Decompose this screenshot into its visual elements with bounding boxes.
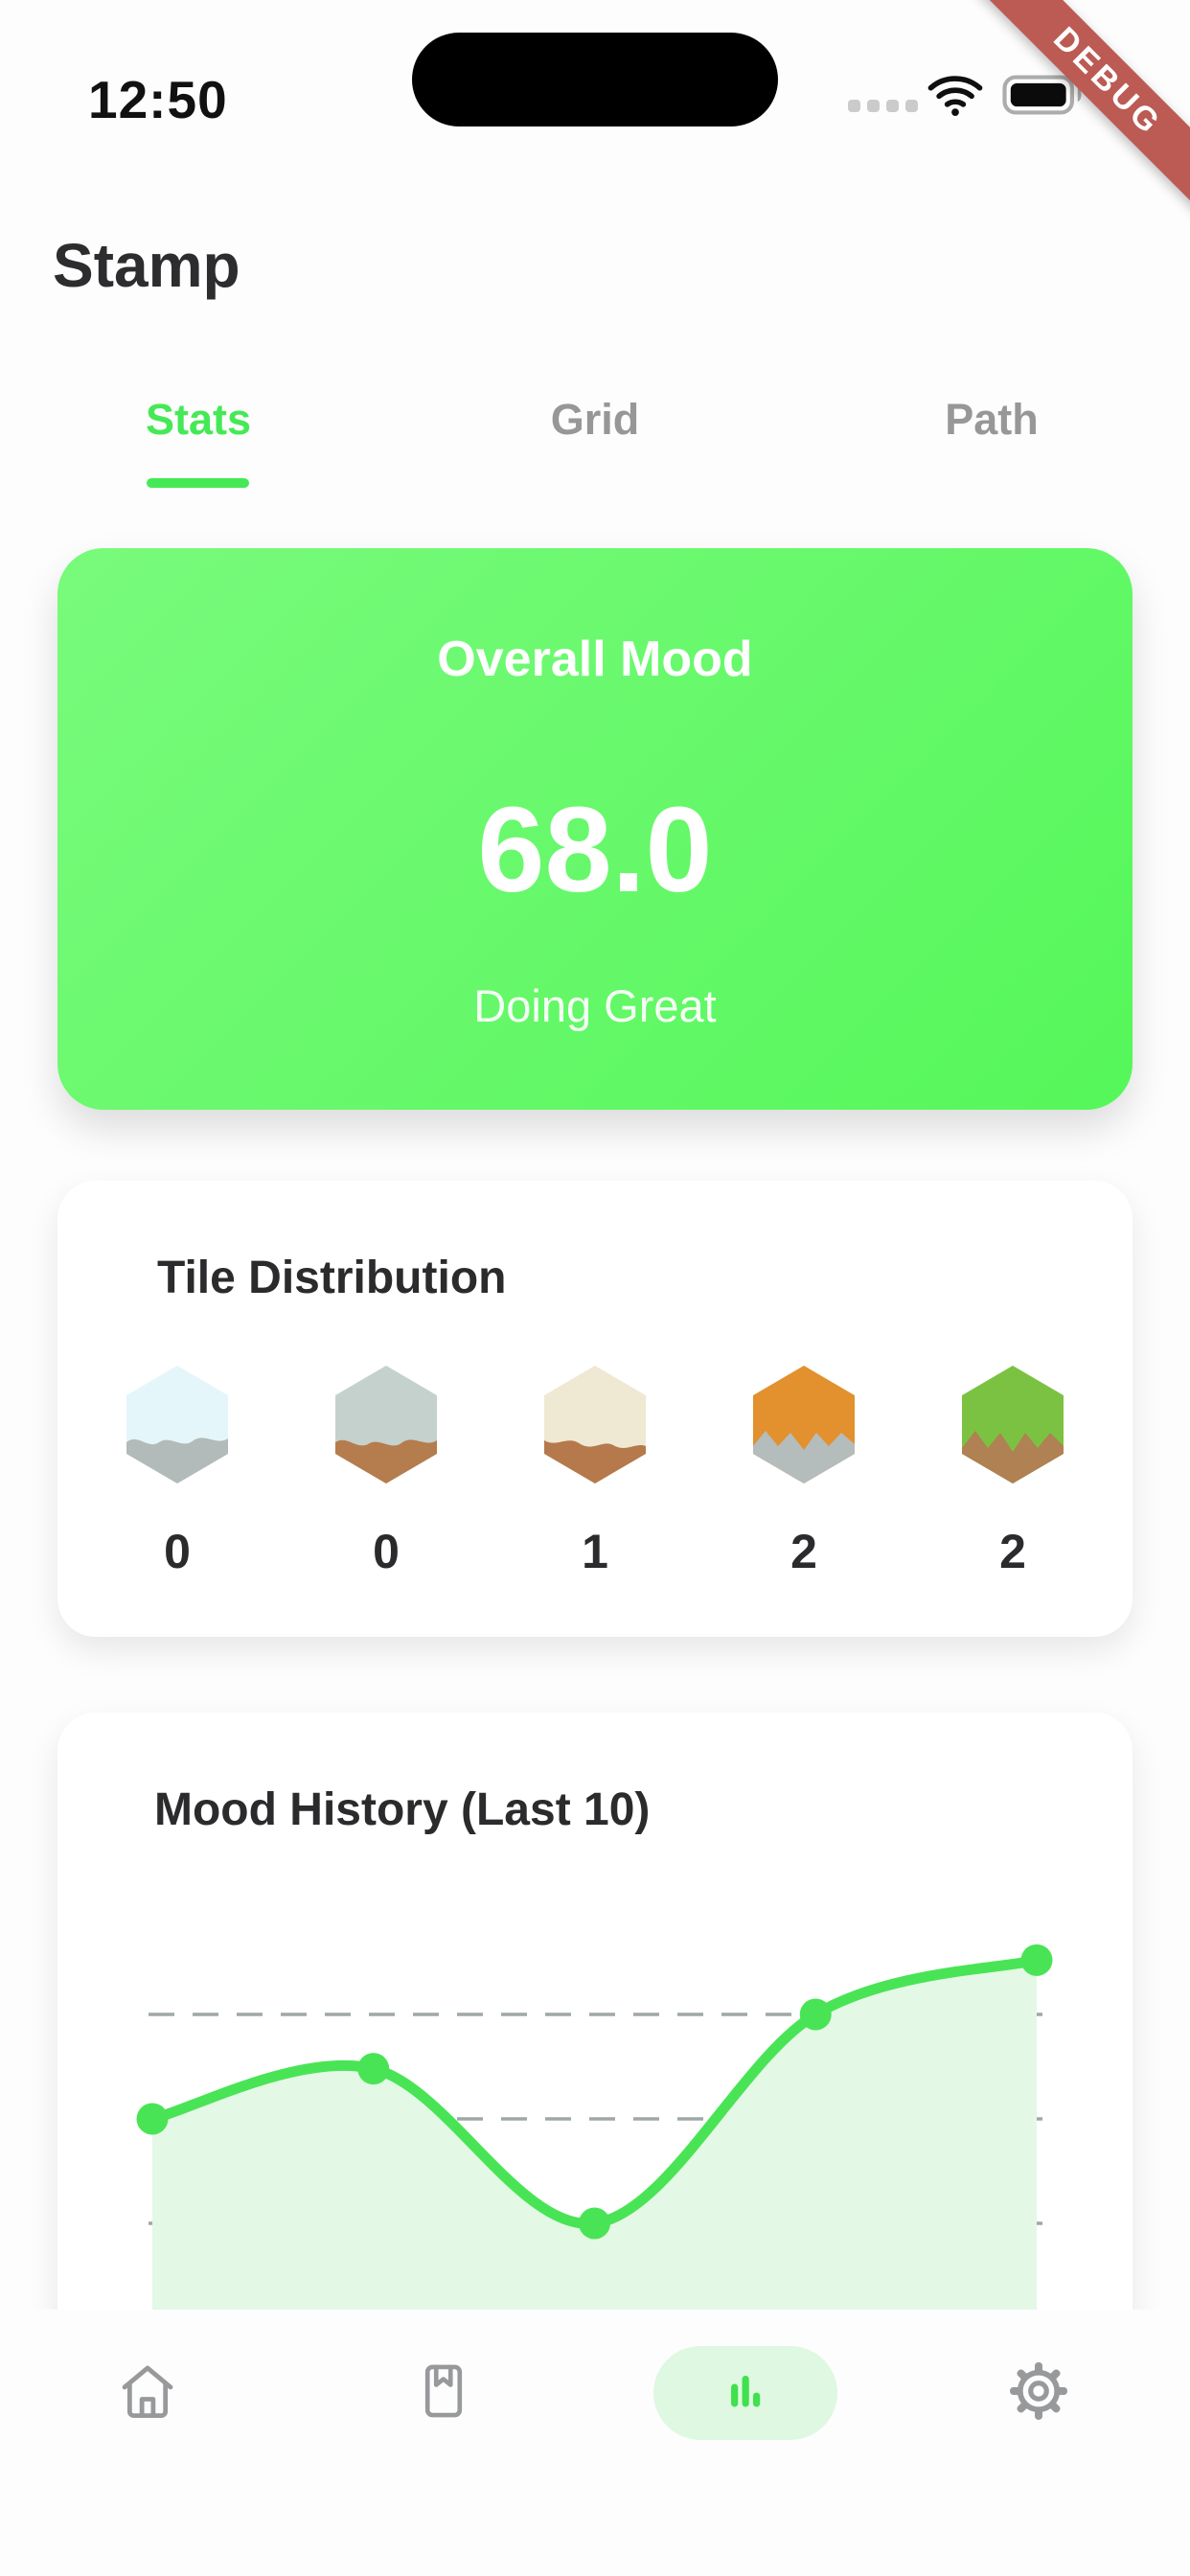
stone-tile-icon	[335, 1366, 437, 1484]
tile-count: 0	[164, 1525, 191, 1578]
tab-stats[interactable]: Stats	[145, 395, 252, 444]
tile-distribution-card: Tile Distribution 0 0	[57, 1181, 1133, 1637]
tile-item: 1	[506, 1366, 684, 1579]
dynamic-island	[412, 33, 778, 126]
status-time: 12:50	[88, 70, 228, 129]
tile-count: 2	[790, 1525, 817, 1578]
chart-card-title: Mood History (Last 10)	[154, 1784, 651, 1835]
overall-mood-card: Overall Mood 68.0 Doing Great	[57, 548, 1133, 1110]
mood-history-chart	[136, 1944, 1053, 2310]
bar-chart-icon	[715, 2360, 776, 2426]
ice-tile-icon	[126, 1366, 228, 1484]
home-icon	[117, 2360, 178, 2426]
lava-tile-icon	[753, 1366, 855, 1484]
journal-bookmark-icon	[414, 2361, 473, 2426]
tab-path[interactable]: Path	[945, 395, 1039, 444]
grass-tile-icon	[962, 1366, 1064, 1484]
tile-item: 2	[924, 1366, 1102, 1579]
tile-item: 0	[88, 1366, 266, 1579]
bottom-navigation	[0, 2310, 1190, 2576]
tab-bar: Stats Grid Path	[0, 383, 1190, 445]
tile-item: 2	[715, 1366, 893, 1579]
mood-history-card: Mood History (Last 10)	[57, 1713, 1133, 2364]
tile-card-title: Tile Distribution	[157, 1253, 507, 1303]
mood-status-text: Doing Great	[473, 980, 717, 1031]
battery-icon	[1002, 75, 1087, 120]
tile-row: 0 0 1	[57, 1366, 1133, 1579]
cellular-signal-icon	[848, 100, 918, 112]
tile-count: 1	[582, 1525, 608, 1578]
nav-settings-button[interactable]	[947, 2346, 1131, 2440]
gear-icon	[1007, 2359, 1070, 2427]
tab-grid[interactable]: Grid	[550, 395, 640, 444]
nav-home-button[interactable]	[56, 2346, 240, 2440]
tile-item: 0	[297, 1366, 475, 1579]
nav-stats-button[interactable]	[653, 2346, 837, 2440]
tile-count: 2	[999, 1525, 1026, 1578]
nav-journal-button[interactable]	[352, 2346, 536, 2440]
sand-tile-icon	[544, 1366, 646, 1484]
tile-count: 0	[373, 1525, 400, 1578]
wifi-icon	[927, 73, 983, 122]
page-title: Stamp	[53, 231, 240, 300]
active-tab-indicator	[147, 478, 249, 488]
mood-score: 68.0	[477, 782, 713, 917]
mood-card-title: Overall Mood	[437, 632, 753, 687]
